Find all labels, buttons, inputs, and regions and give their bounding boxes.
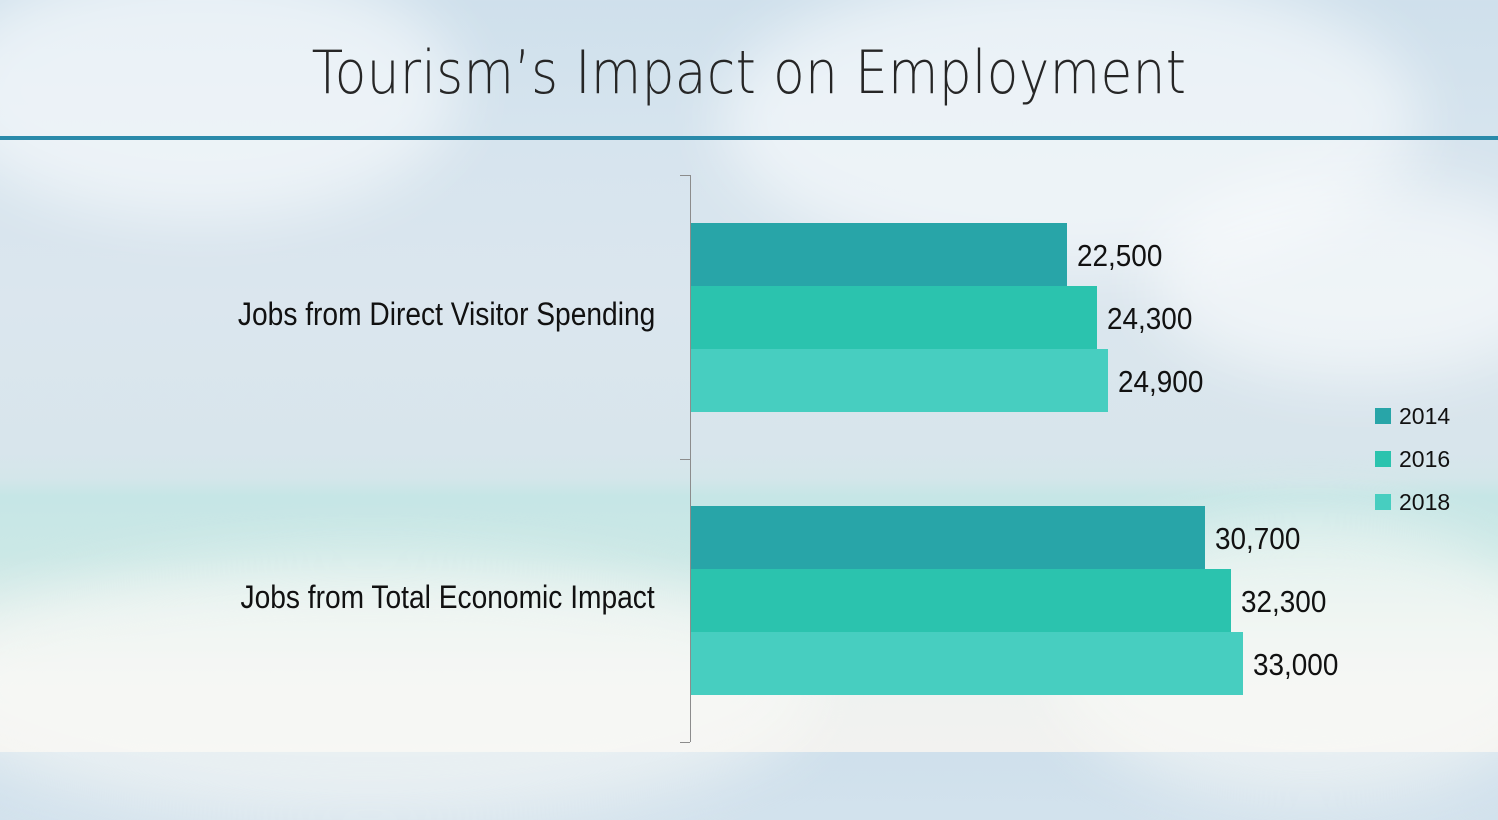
bar-direct-2018 (691, 349, 1108, 412)
value-label: 22,500 (1077, 238, 1163, 273)
value-label: 33,000 (1253, 647, 1339, 682)
axis-tick (680, 742, 690, 743)
title-divider (0, 136, 1498, 140)
value-label: 30,700 (1214, 521, 1300, 556)
legend-swatch-icon (1375, 494, 1391, 510)
category-axis (690, 175, 691, 742)
slide-title: Tourism’s Impact on Employment (311, 38, 1187, 108)
value-label: 24,300 (1107, 301, 1193, 336)
axis-tick (680, 459, 690, 460)
bar-direct-2016 (691, 286, 1098, 349)
legend-item-2016: 2016 (1375, 445, 1450, 473)
axis-tick (680, 175, 690, 176)
category-label-total: Jobs from Total Economic Impact (240, 579, 655, 615)
bar-total-2018 (691, 632, 1243, 695)
legend-item-2014: 2014 (1375, 402, 1450, 430)
legend-swatch-icon (1375, 408, 1391, 424)
bar-direct-2014 (691, 223, 1068, 286)
legend-item-2018: 2018 (1375, 488, 1450, 516)
category-label-direct: Jobs from Direct Visitor Spending (237, 296, 655, 332)
legend-swatch-icon (1375, 451, 1391, 467)
bar-total-2016 (691, 569, 1232, 632)
value-label: 32,300 (1241, 584, 1327, 619)
value-label: 24,900 (1117, 364, 1203, 399)
bar-total-2014 (691, 506, 1205, 569)
